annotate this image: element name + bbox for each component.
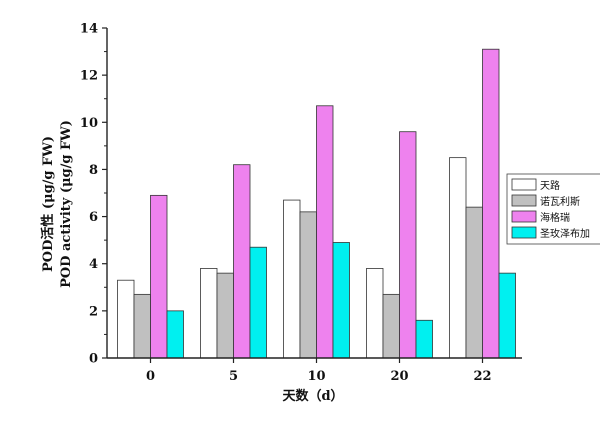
y-axis-title-line-1: POD活性 (μg/g FW) xyxy=(40,136,56,272)
x-tick-label: 10 xyxy=(307,369,325,384)
bar xyxy=(449,157,467,359)
y-tick-label: 2 xyxy=(89,304,98,319)
bar xyxy=(133,293,151,359)
bar xyxy=(233,164,251,359)
bar xyxy=(316,105,334,359)
legend-label: 天路 xyxy=(540,179,560,192)
bar xyxy=(332,242,350,359)
bar xyxy=(166,310,184,359)
y-tick-label: 10 xyxy=(80,116,98,131)
legend-swatch xyxy=(511,226,537,239)
bar xyxy=(366,268,384,359)
bar xyxy=(299,211,317,359)
legend-swatch xyxy=(511,178,537,191)
bar xyxy=(283,199,301,359)
plot-area: 0 2 4 6 8 10 12 14 0 5 10 20 22 xyxy=(80,22,522,384)
legend-swatch xyxy=(511,194,537,207)
bar xyxy=(415,319,433,359)
bar xyxy=(200,268,218,359)
bar xyxy=(382,293,400,359)
bar xyxy=(117,279,135,359)
x-axis-title: 天数（d） xyxy=(282,388,343,404)
bar xyxy=(399,131,417,359)
bar xyxy=(249,246,267,359)
bar xyxy=(216,272,234,359)
y-tick-label: 8 xyxy=(89,163,98,178)
x-tick-label: 22 xyxy=(473,369,491,384)
y-tick-label: 6 xyxy=(89,210,98,225)
y-axis-title-line-2: POD activity (μg/g FW) xyxy=(59,120,74,288)
y-tick-label: 12 xyxy=(80,69,98,84)
legend-label: 海格瑞 xyxy=(540,211,570,224)
y-tick-label: 4 xyxy=(89,257,98,272)
legend-label: 圣玫泽布加 xyxy=(540,227,590,240)
bar xyxy=(498,272,516,359)
bar xyxy=(465,206,483,359)
legend-swatch xyxy=(511,210,537,223)
x-tick-label: 0 xyxy=(146,369,155,384)
bar xyxy=(482,48,500,359)
x-tick-label: 20 xyxy=(390,369,408,384)
y-tick-label: 0 xyxy=(89,352,98,367)
x-tick-label: 5 xyxy=(229,369,238,384)
y-tick-label: 14 xyxy=(80,22,98,37)
legend-label: 诺瓦利斯 xyxy=(540,195,580,208)
y-axis-title: POD活性 (μg/g FW) POD activity (μg/g FW) xyxy=(40,120,74,288)
bar xyxy=(150,194,168,359)
